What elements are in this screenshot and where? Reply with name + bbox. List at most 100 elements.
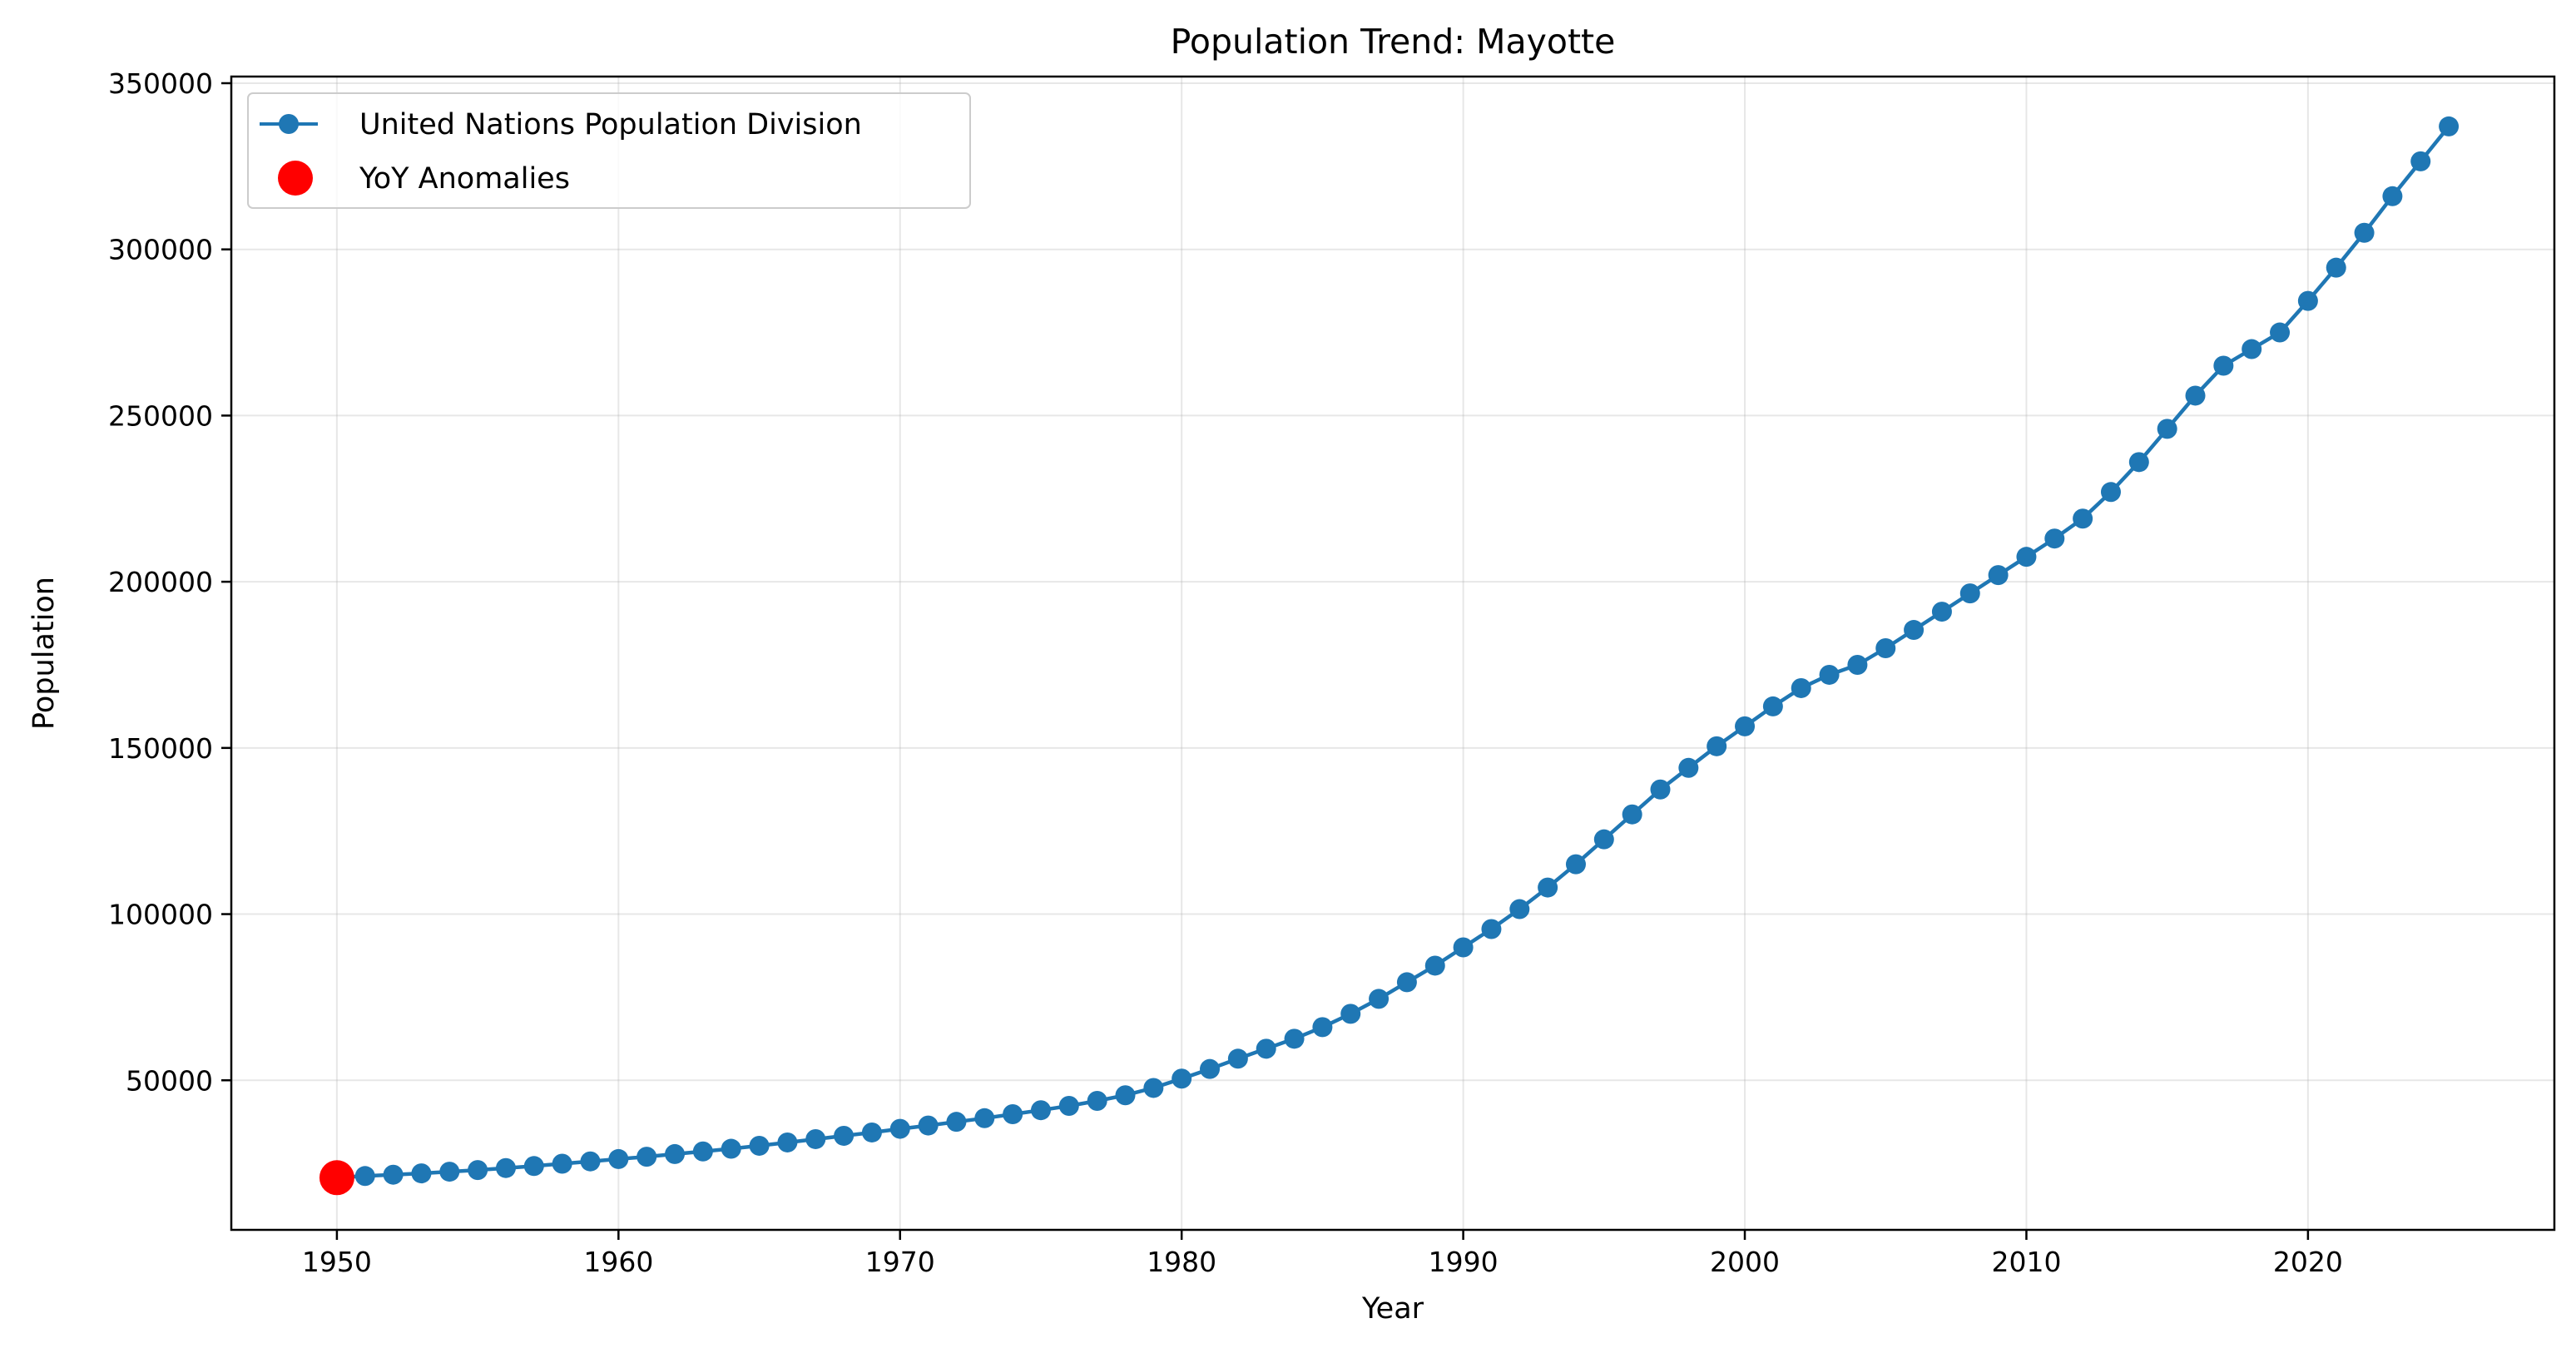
data-point [1622, 804, 1642, 825]
data-point [2439, 116, 2460, 136]
data-point [1312, 1017, 1333, 1038]
grid [231, 77, 2554, 1230]
data-point [665, 1143, 686, 1164]
legend: United Nations Population Division YoY A… [247, 92, 971, 209]
data-point [721, 1138, 741, 1159]
data-point [1959, 583, 1980, 604]
legend-box [247, 92, 971, 209]
data-point [1538, 877, 1558, 898]
data-point [1904, 620, 1925, 641]
data-point [2410, 151, 2431, 171]
data-point [749, 1135, 770, 1156]
data-point [1650, 779, 1671, 800]
data-point [1847, 654, 1868, 675]
data-point [383, 1164, 404, 1185]
data-point [1227, 1048, 1248, 1069]
x-tick-label: 1990 [1429, 1246, 1499, 1278]
data-point [692, 1141, 713, 1162]
data-point [1791, 677, 1811, 698]
data-point [2326, 257, 2346, 278]
data-point [889, 1118, 910, 1139]
legend-line-marker [279, 114, 299, 134]
chart-title: Population Trend: Mayotte [1171, 22, 1616, 62]
data-point [552, 1153, 572, 1174]
y-tick-label: 150000 [108, 732, 213, 765]
series-line-united-nations-population-division [336, 125, 2450, 1180]
data-point [495, 1157, 516, 1178]
data-point [1003, 1104, 1023, 1125]
x-tick-label: 2020 [2273, 1246, 2343, 1278]
y-axis-label: Population [27, 577, 61, 730]
data-point [1424, 955, 1445, 976]
data-point [2354, 222, 2375, 243]
data-point [1340, 1004, 1361, 1024]
data-point [1396, 972, 1417, 993]
x-tick-label: 1950 [302, 1246, 372, 1278]
data-point [918, 1115, 939, 1136]
axis-ticks: 1950 1960 1970 1980 1990 2000 2010 2020 50000 100… [108, 67, 2343, 1278]
data-point [1143, 1078, 1164, 1098]
data-point [2157, 419, 2177, 439]
data-point [2073, 508, 2093, 529]
data-point [861, 1122, 882, 1142]
data-point [354, 1166, 375, 1187]
data-point [805, 1128, 826, 1149]
data-point [411, 1163, 432, 1184]
data-point [468, 1160, 488, 1181]
data-point [1172, 1068, 1192, 1089]
data-point [1200, 1058, 1221, 1079]
data-point [608, 1148, 629, 1169]
data-point [2242, 339, 2262, 359]
data-point [2016, 547, 2037, 568]
data-point [1284, 1028, 1305, 1049]
data-point [1509, 899, 1530, 919]
y-tick-label: 50000 [126, 1064, 213, 1097]
data-point [1735, 716, 1756, 736]
x-tick-label: 1980 [1147, 1246, 1216, 1278]
data-point [580, 1151, 601, 1172]
data-point [974, 1108, 995, 1128]
data-point [2100, 482, 2121, 503]
data-point [1875, 638, 1896, 659]
y-tick-label: 250000 [108, 399, 213, 432]
x-tick-label: 2010 [1991, 1246, 2061, 1278]
legend-label-united-nations-population-division: United Nations Population Division [359, 108, 862, 141]
data-point [946, 1112, 967, 1133]
data-point [1988, 565, 2009, 586]
data-point [2128, 452, 2149, 473]
y-tick-label: 100000 [108, 899, 213, 931]
x-axis-label: Year [1361, 1292, 1424, 1326]
data-point [834, 1125, 855, 1146]
data-point [777, 1132, 798, 1152]
x-tick-label: 2000 [1710, 1246, 1780, 1278]
data-point [523, 1156, 544, 1177]
data-point [1115, 1085, 1136, 1106]
data-point [1762, 696, 1783, 716]
data-point [1593, 829, 1614, 850]
anomaly-point [319, 1160, 354, 1196]
y-tick-label: 350000 [108, 67, 213, 100]
data-point [1565, 854, 1586, 875]
data-point [1256, 1038, 1276, 1059]
data-point [2382, 186, 2403, 206]
data-point [637, 1147, 657, 1167]
data-point [1453, 937, 1474, 958]
data-point [1058, 1096, 1079, 1117]
data-point [2185, 385, 2206, 406]
data-point [439, 1162, 460, 1182]
data-point [1481, 919, 1502, 939]
axes-frame [230, 75, 2556, 1232]
data-point [2213, 355, 2234, 376]
data-point [2297, 290, 2318, 311]
x-tick-label: 1970 [865, 1246, 935, 1278]
data-point [1369, 989, 1390, 1009]
legend-anomaly-marker [278, 161, 313, 196]
y-tick-label: 200000 [108, 566, 213, 598]
data-point [1707, 736, 1727, 756]
x-tick-label: 1960 [583, 1246, 653, 1278]
plot-series [319, 116, 2460, 1196]
y-tick-label: 300000 [108, 234, 213, 266]
data-point [1931, 602, 1952, 622]
